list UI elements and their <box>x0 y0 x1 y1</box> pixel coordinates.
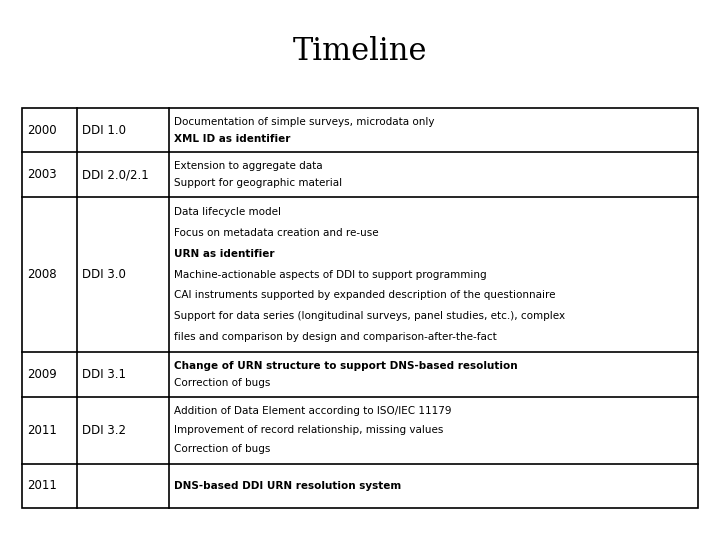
Text: Correction of bugs: Correction of bugs <box>174 444 270 454</box>
Text: Correction of bugs: Correction of bugs <box>174 379 270 388</box>
Text: Support for data series (longitudinal surveys, panel studies, etc.), complex: Support for data series (longitudinal su… <box>174 311 564 321</box>
Text: Support for geographic material: Support for geographic material <box>174 178 342 188</box>
Text: Extension to aggregate data: Extension to aggregate data <box>174 161 323 171</box>
Bar <box>22 108 698 508</box>
Text: Documentation of simple surveys, microdata only: Documentation of simple surveys, microda… <box>174 117 434 126</box>
Text: DDI 2.0/2.1: DDI 2.0/2.1 <box>82 168 149 181</box>
Text: Machine-actionable aspects of DDI to support programming: Machine-actionable aspects of DDI to sup… <box>174 269 486 280</box>
Text: DNS-based DDI URN resolution system: DNS-based DDI URN resolution system <box>174 481 401 491</box>
Text: 2003: 2003 <box>27 168 57 181</box>
Text: Improvement of record relationship, missing values: Improvement of record relationship, miss… <box>174 425 443 435</box>
Text: DDI 3.1: DDI 3.1 <box>82 368 127 381</box>
Text: Addition of Data Element according to ISO/IEC 11179: Addition of Data Element according to IS… <box>174 406 451 416</box>
Text: DDI 1.0: DDI 1.0 <box>82 124 127 137</box>
Text: DDI 3.2: DDI 3.2 <box>82 424 127 437</box>
Text: 2011: 2011 <box>27 424 57 437</box>
Text: 2011: 2011 <box>27 480 57 492</box>
Text: DDI 3.0: DDI 3.0 <box>82 268 126 281</box>
Text: Timeline: Timeline <box>293 37 427 68</box>
Text: Focus on metadata creation and re-use: Focus on metadata creation and re-use <box>174 228 378 238</box>
Text: 2009: 2009 <box>27 368 57 381</box>
Text: 2008: 2008 <box>27 268 57 281</box>
Text: files and comparison by design and comparison-after-the-fact: files and comparison by design and compa… <box>174 332 497 342</box>
Text: URN as identifier: URN as identifier <box>174 249 274 259</box>
Text: XML ID as identifier: XML ID as identifier <box>174 134 290 144</box>
Text: Change of URN structure to support DNS-based resolution: Change of URN structure to support DNS-b… <box>174 361 517 371</box>
Text: 2000: 2000 <box>27 124 57 137</box>
Text: Data lifecycle model: Data lifecycle model <box>174 207 281 217</box>
Text: CAI instruments supported by expanded description of the questionnaire: CAI instruments supported by expanded de… <box>174 291 555 300</box>
